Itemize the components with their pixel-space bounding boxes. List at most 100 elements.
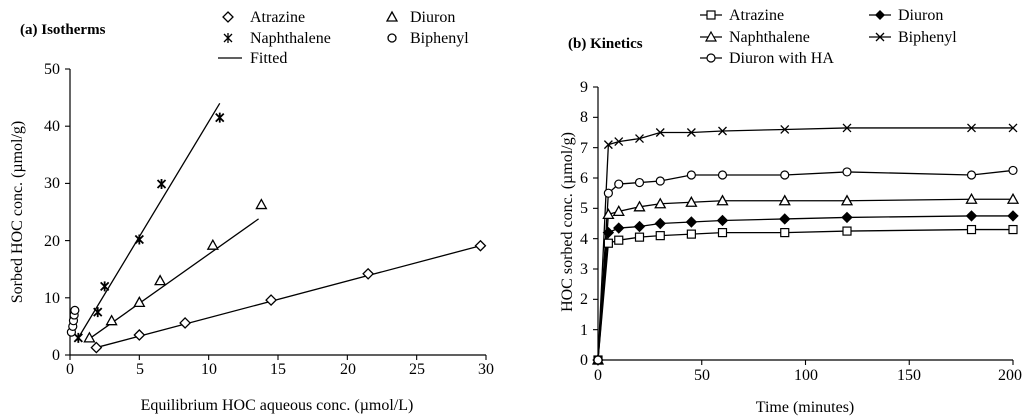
kinetics-series-lines: [597, 127, 1014, 361]
isotherms-chart: (a) Isotherms Atrazine Diuron Naphthalen…: [9, 9, 494, 414]
data-point-atrazine: [966, 224, 977, 235]
data-point-diuron: [602, 226, 615, 239]
kinetics-y-ticks: 0 1 2 3 4 5 6 7 8 9: [580, 79, 588, 369]
isotherms-x-axis-label: Equilibrium HOC aqueous conc. (µmol/L): [141, 397, 414, 414]
data-point-diuron: [1007, 210, 1019, 222]
data-point-diuron: [83, 331, 96, 343]
x-tick-label: 200: [998, 367, 1022, 384]
kinetics-y-axis-label: HOC sorbed conc. (µmol/g): [559, 132, 576, 312]
legend-marker-biphenyl: [387, 33, 397, 43]
y-tick-label: 0: [52, 347, 60, 364]
y-tick-label: 8: [580, 109, 588, 126]
data-point-diuron-with-ha: [842, 167, 852, 177]
kinetics-x-ticks: 0 50 100 150 200: [594, 367, 1022, 384]
data-point-diuron: [633, 220, 646, 233]
data-point-biphenyl: [686, 128, 696, 137]
data-point-diuron: [105, 314, 118, 326]
data-point-diuron-with-ha: [966, 170, 977, 180]
kinetics-legend: Atrazine Diuron Naphthalene Biphenyl Diu…: [700, 7, 957, 67]
data-point-naphthalene: [73, 332, 83, 343]
data-point-naphthalene: [1006, 192, 1020, 204]
kinetics-data-points: [591, 123, 1020, 366]
y-tick-label: 1: [580, 322, 588, 339]
data-point-diuron-with-ha: [593, 355, 603, 365]
series-line-atrazine: [597, 228, 1013, 361]
y-tick-label: 50: [44, 61, 60, 78]
data-point-atrazine: [1008, 224, 1018, 235]
data-point-biphenyl: [614, 137, 624, 147]
x-tick-label: 100: [794, 367, 818, 384]
data-point-diuron: [965, 210, 978, 222]
y-tick-label: 30: [44, 175, 60, 192]
data-point-naphthalene: [602, 208, 615, 220]
data-point-atrazine: [842, 226, 852, 236]
y-tick-label: 6: [580, 170, 588, 187]
data-point-diuron-with-ha: [780, 170, 790, 180]
legend-marker-diuron: [385, 10, 399, 22]
data-point-diuron: [779, 213, 791, 225]
y-tick-label: 7: [580, 140, 588, 157]
legend-marker-biphenyl: [875, 32, 885, 42]
legend-label-diuron: Diuron: [898, 7, 943, 24]
data-point-biphenyl: [1008, 123, 1018, 133]
y-tick-label: 10: [44, 290, 60, 307]
legend-label-naphthalene: Naphthalene: [729, 29, 810, 46]
legend-label-atrazine: Atrazine: [729, 7, 784, 24]
data-point-atrazine: [90, 341, 103, 354]
data-point-biphenyl: [718, 126, 727, 136]
data-point-diuron: [154, 274, 167, 286]
x-tick-label: 15: [270, 361, 286, 378]
legend-label-diuron-with-ha: Diuron with HA: [729, 50, 834, 67]
data-point-biphenyl: [842, 123, 852, 133]
legend-label-atrazine: Atrazine: [250, 9, 305, 26]
isotherms-data-points: [66, 112, 487, 354]
data-point-naphthalene: [156, 178, 167, 189]
kinetics-title: (b) Kinetics: [568, 36, 643, 52]
x-tick-label: 50: [694, 367, 710, 384]
data-point-naphthalene: [654, 197, 667, 209]
data-point-naphthalene: [840, 194, 854, 206]
data-point-atrazine: [265, 294, 277, 307]
data-point-naphthalene: [633, 200, 646, 212]
legend-marker-atrazine: [222, 11, 234, 23]
data-point-atrazine: [717, 228, 728, 238]
data-point-biphenyl: [967, 123, 976, 133]
data-point-diuron: [654, 217, 666, 230]
x-tick-label: 0: [66, 361, 74, 378]
series-line-biphenyl: [597, 127, 1013, 361]
data-point-diuron-with-ha: [1008, 165, 1018, 176]
y-tick-label: 3: [580, 261, 588, 278]
legend-label-naphthalene: Naphthalene: [250, 30, 331, 47]
legend-label-biphenyl: Biphenyl: [898, 29, 957, 46]
isotherms-title: (a) Isotherms: [20, 22, 106, 38]
y-tick-label: 2: [580, 291, 588, 308]
data-point-atrazine: [655, 231, 665, 241]
data-point-naphthalene: [612, 205, 625, 217]
data-point-naphthalene: [100, 281, 110, 292]
data-point-atrazine: [780, 228, 790, 238]
y-tick-label: 40: [44, 118, 60, 135]
isotherms-y-ticks: 0 10 20 30 40 50: [44, 61, 60, 364]
data-point-atrazine: [603, 238, 613, 248]
data-point-atrazine: [362, 267, 375, 280]
data-point-diuron-with-ha: [614, 179, 624, 189]
kinetics-chart: (b) Kinetics Atrazine Diuron Naphthalene…: [559, 7, 1022, 416]
y-tick-label: 9: [580, 79, 588, 96]
isotherms-fitted-lines: [76, 102, 481, 349]
data-point-diuron: [133, 296, 146, 308]
x-tick-label: 30: [478, 361, 494, 378]
legend-marker-diuron-with-ha: [706, 53, 716, 63]
isotherms-tick-marks: [65, 68, 487, 360]
data-point-atrazine: [133, 329, 146, 341]
data-point-biphenyl: [655, 128, 665, 137]
data-point-diuron-with-ha: [717, 170, 728, 180]
fitted-line: [86, 218, 259, 342]
x-tick-label: 10: [201, 361, 217, 378]
legend-marker-atrazine: [706, 10, 716, 20]
isotherms-legend: Atrazine Diuron Naphthalene Biphenyl Fit…: [218, 9, 469, 67]
data-point-naphthalene: [965, 192, 978, 204]
data-point-naphthalene: [134, 234, 144, 245]
isotherms-y-axis-label: Sorbed HOC conc. (µmol/g): [9, 121, 26, 304]
data-point-diuron-with-ha: [634, 177, 645, 188]
